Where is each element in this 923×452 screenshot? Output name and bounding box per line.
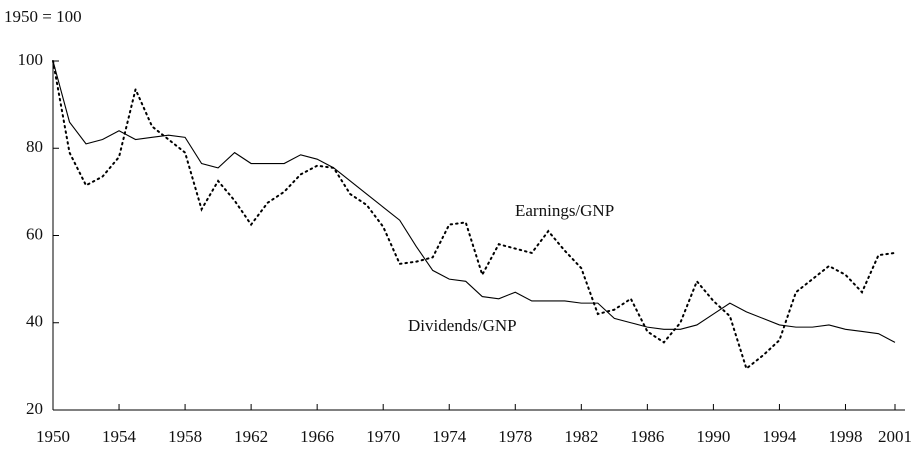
x-tick-label: 2001 — [878, 427, 912, 446]
series-label: Earnings/GNP — [515, 201, 614, 220]
series-label: Dividends/GNP — [408, 316, 517, 335]
x-tick-label: 1998 — [828, 427, 862, 446]
x-tick-label: 1970 — [366, 427, 400, 446]
y-tick-label: 100 — [18, 50, 44, 69]
y-tick-label: 40 — [26, 312, 43, 331]
x-tick-label: 1986 — [630, 427, 664, 446]
x-tick-label: 1966 — [300, 427, 334, 446]
x-tick-label: 1958 — [168, 427, 202, 446]
y-tick-label: 20 — [26, 399, 43, 418]
series-line — [52, 60, 896, 343]
x-tick-label: 1982 — [564, 427, 598, 446]
x-tick-label: 1990 — [696, 427, 730, 446]
x-tick-label: 1962 — [234, 427, 268, 446]
y-tick-label: 80 — [26, 137, 43, 156]
x-tick-label: 1978 — [498, 427, 532, 446]
y-tick-label: 60 — [26, 224, 43, 243]
x-tick-label: 1950 — [36, 427, 70, 446]
y-axis-label: 1950 = 100 — [4, 7, 82, 26]
x-tick-label: 1954 — [102, 427, 137, 446]
x-tick-label: 1974 — [432, 427, 467, 446]
x-tick-label: 1994 — [762, 427, 797, 446]
